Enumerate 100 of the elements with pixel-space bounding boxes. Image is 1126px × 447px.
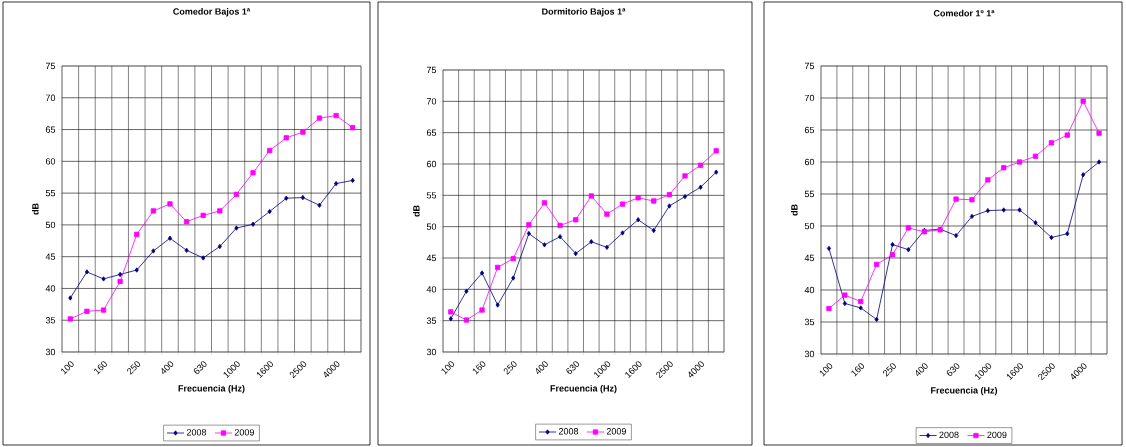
point bbox=[697, 162, 704, 168]
point bbox=[682, 173, 688, 179]
y-tick-label: 30 bbox=[45, 348, 56, 356]
point bbox=[448, 316, 453, 322]
y-tick-label: 60 bbox=[45, 158, 56, 165]
chart-title: Comedor Bajos 1ª bbox=[173, 8, 251, 17]
point bbox=[558, 234, 563, 240]
point bbox=[283, 135, 289, 141]
point bbox=[101, 276, 106, 282]
x-tick-label: 400 bbox=[536, 361, 548, 374]
point bbox=[117, 278, 123, 285]
x-tick-label: 250 bbox=[882, 363, 896, 377]
point bbox=[1049, 234, 1054, 241]
point bbox=[905, 225, 911, 231]
point bbox=[167, 201, 173, 207]
y-tick-label: 55 bbox=[426, 192, 437, 199]
point bbox=[316, 115, 323, 121]
point bbox=[201, 255, 206, 261]
x-tick-label: 250 bbox=[127, 361, 141, 375]
point bbox=[1001, 165, 1007, 171]
point bbox=[200, 212, 206, 218]
point bbox=[68, 295, 73, 301]
y-tick-label: 65 bbox=[426, 129, 437, 136]
point bbox=[620, 230, 625, 236]
point bbox=[874, 316, 879, 323]
y-tick-label: 60 bbox=[804, 158, 815, 166]
point bbox=[495, 302, 500, 308]
y-tick-label: 40 bbox=[45, 285, 56, 292]
chart-title: Dormitorio Bajos 1ª bbox=[542, 8, 626, 17]
y-tick-label: 35 bbox=[45, 317, 56, 324]
x-tick-label: 250 bbox=[503, 361, 517, 375]
point bbox=[635, 195, 641, 201]
point bbox=[969, 213, 975, 219]
point bbox=[184, 247, 189, 253]
x-axis-title: Frecuencia (Hz) bbox=[178, 384, 245, 394]
y-tick-label: 50 bbox=[804, 222, 815, 230]
point bbox=[183, 219, 190, 225]
y-tick-label: 45 bbox=[45, 253, 56, 260]
point bbox=[1064, 132, 1070, 138]
point bbox=[167, 235, 173, 241]
point bbox=[463, 317, 470, 323]
point bbox=[334, 180, 339, 187]
y-tick-label: 55 bbox=[45, 189, 56, 197]
point bbox=[826, 245, 831, 251]
x-tick-label: 100 bbox=[441, 361, 455, 375]
point bbox=[217, 208, 223, 214]
point bbox=[479, 307, 485, 313]
x-tick-label: 630 bbox=[193, 361, 207, 374]
y-tick-label: 40 bbox=[804, 286, 815, 294]
y-tick-label: 65 bbox=[804, 126, 815, 134]
point bbox=[250, 170, 256, 176]
point bbox=[667, 203, 672, 209]
point bbox=[666, 192, 672, 198]
legend-label: 2009 bbox=[234, 429, 254, 436]
point bbox=[150, 208, 156, 214]
point bbox=[713, 148, 719, 154]
point bbox=[526, 230, 531, 237]
y-tick-label: 70 bbox=[45, 94, 56, 101]
point bbox=[1065, 231, 1070, 237]
point bbox=[954, 233, 959, 239]
point bbox=[874, 261, 880, 267]
y-tick-label: 30 bbox=[426, 348, 437, 356]
point bbox=[890, 241, 895, 248]
y-tick-label: 50 bbox=[426, 223, 437, 230]
x-tick-label: 160 bbox=[94, 361, 107, 375]
point bbox=[985, 177, 991, 183]
legend-label: 2009 bbox=[987, 431, 1007, 439]
point bbox=[573, 251, 578, 257]
point bbox=[651, 198, 657, 204]
point bbox=[333, 112, 339, 119]
point bbox=[1096, 130, 1102, 136]
point bbox=[1032, 153, 1039, 159]
y-tick-label: 75 bbox=[45, 62, 56, 70]
point bbox=[510, 256, 516, 262]
x-tick-label: 630 bbox=[566, 361, 580, 374]
point bbox=[284, 195, 289, 201]
legend-label: 2009 bbox=[606, 428, 626, 435]
legend-label: 2008 bbox=[558, 428, 579, 435]
point bbox=[100, 307, 107, 313]
point bbox=[1048, 140, 1054, 146]
point bbox=[1017, 207, 1022, 213]
point bbox=[267, 147, 273, 154]
y-tick-label: 40 bbox=[426, 286, 437, 293]
y-tick-label: 75 bbox=[804, 62, 815, 70]
point bbox=[448, 309, 454, 315]
point bbox=[889, 252, 896, 258]
point bbox=[858, 298, 864, 305]
point bbox=[250, 221, 256, 227]
y-axis-title: dB bbox=[790, 204, 798, 216]
point bbox=[842, 292, 848, 298]
point bbox=[464, 288, 469, 294]
y-tick-label: 55 bbox=[804, 190, 815, 198]
point bbox=[300, 194, 305, 201]
x-tick-label: 160 bbox=[851, 363, 865, 377]
point bbox=[858, 305, 863, 311]
point bbox=[1017, 159, 1023, 165]
point bbox=[217, 243, 222, 250]
point bbox=[826, 305, 832, 312]
point bbox=[541, 200, 548, 206]
point bbox=[511, 275, 516, 281]
